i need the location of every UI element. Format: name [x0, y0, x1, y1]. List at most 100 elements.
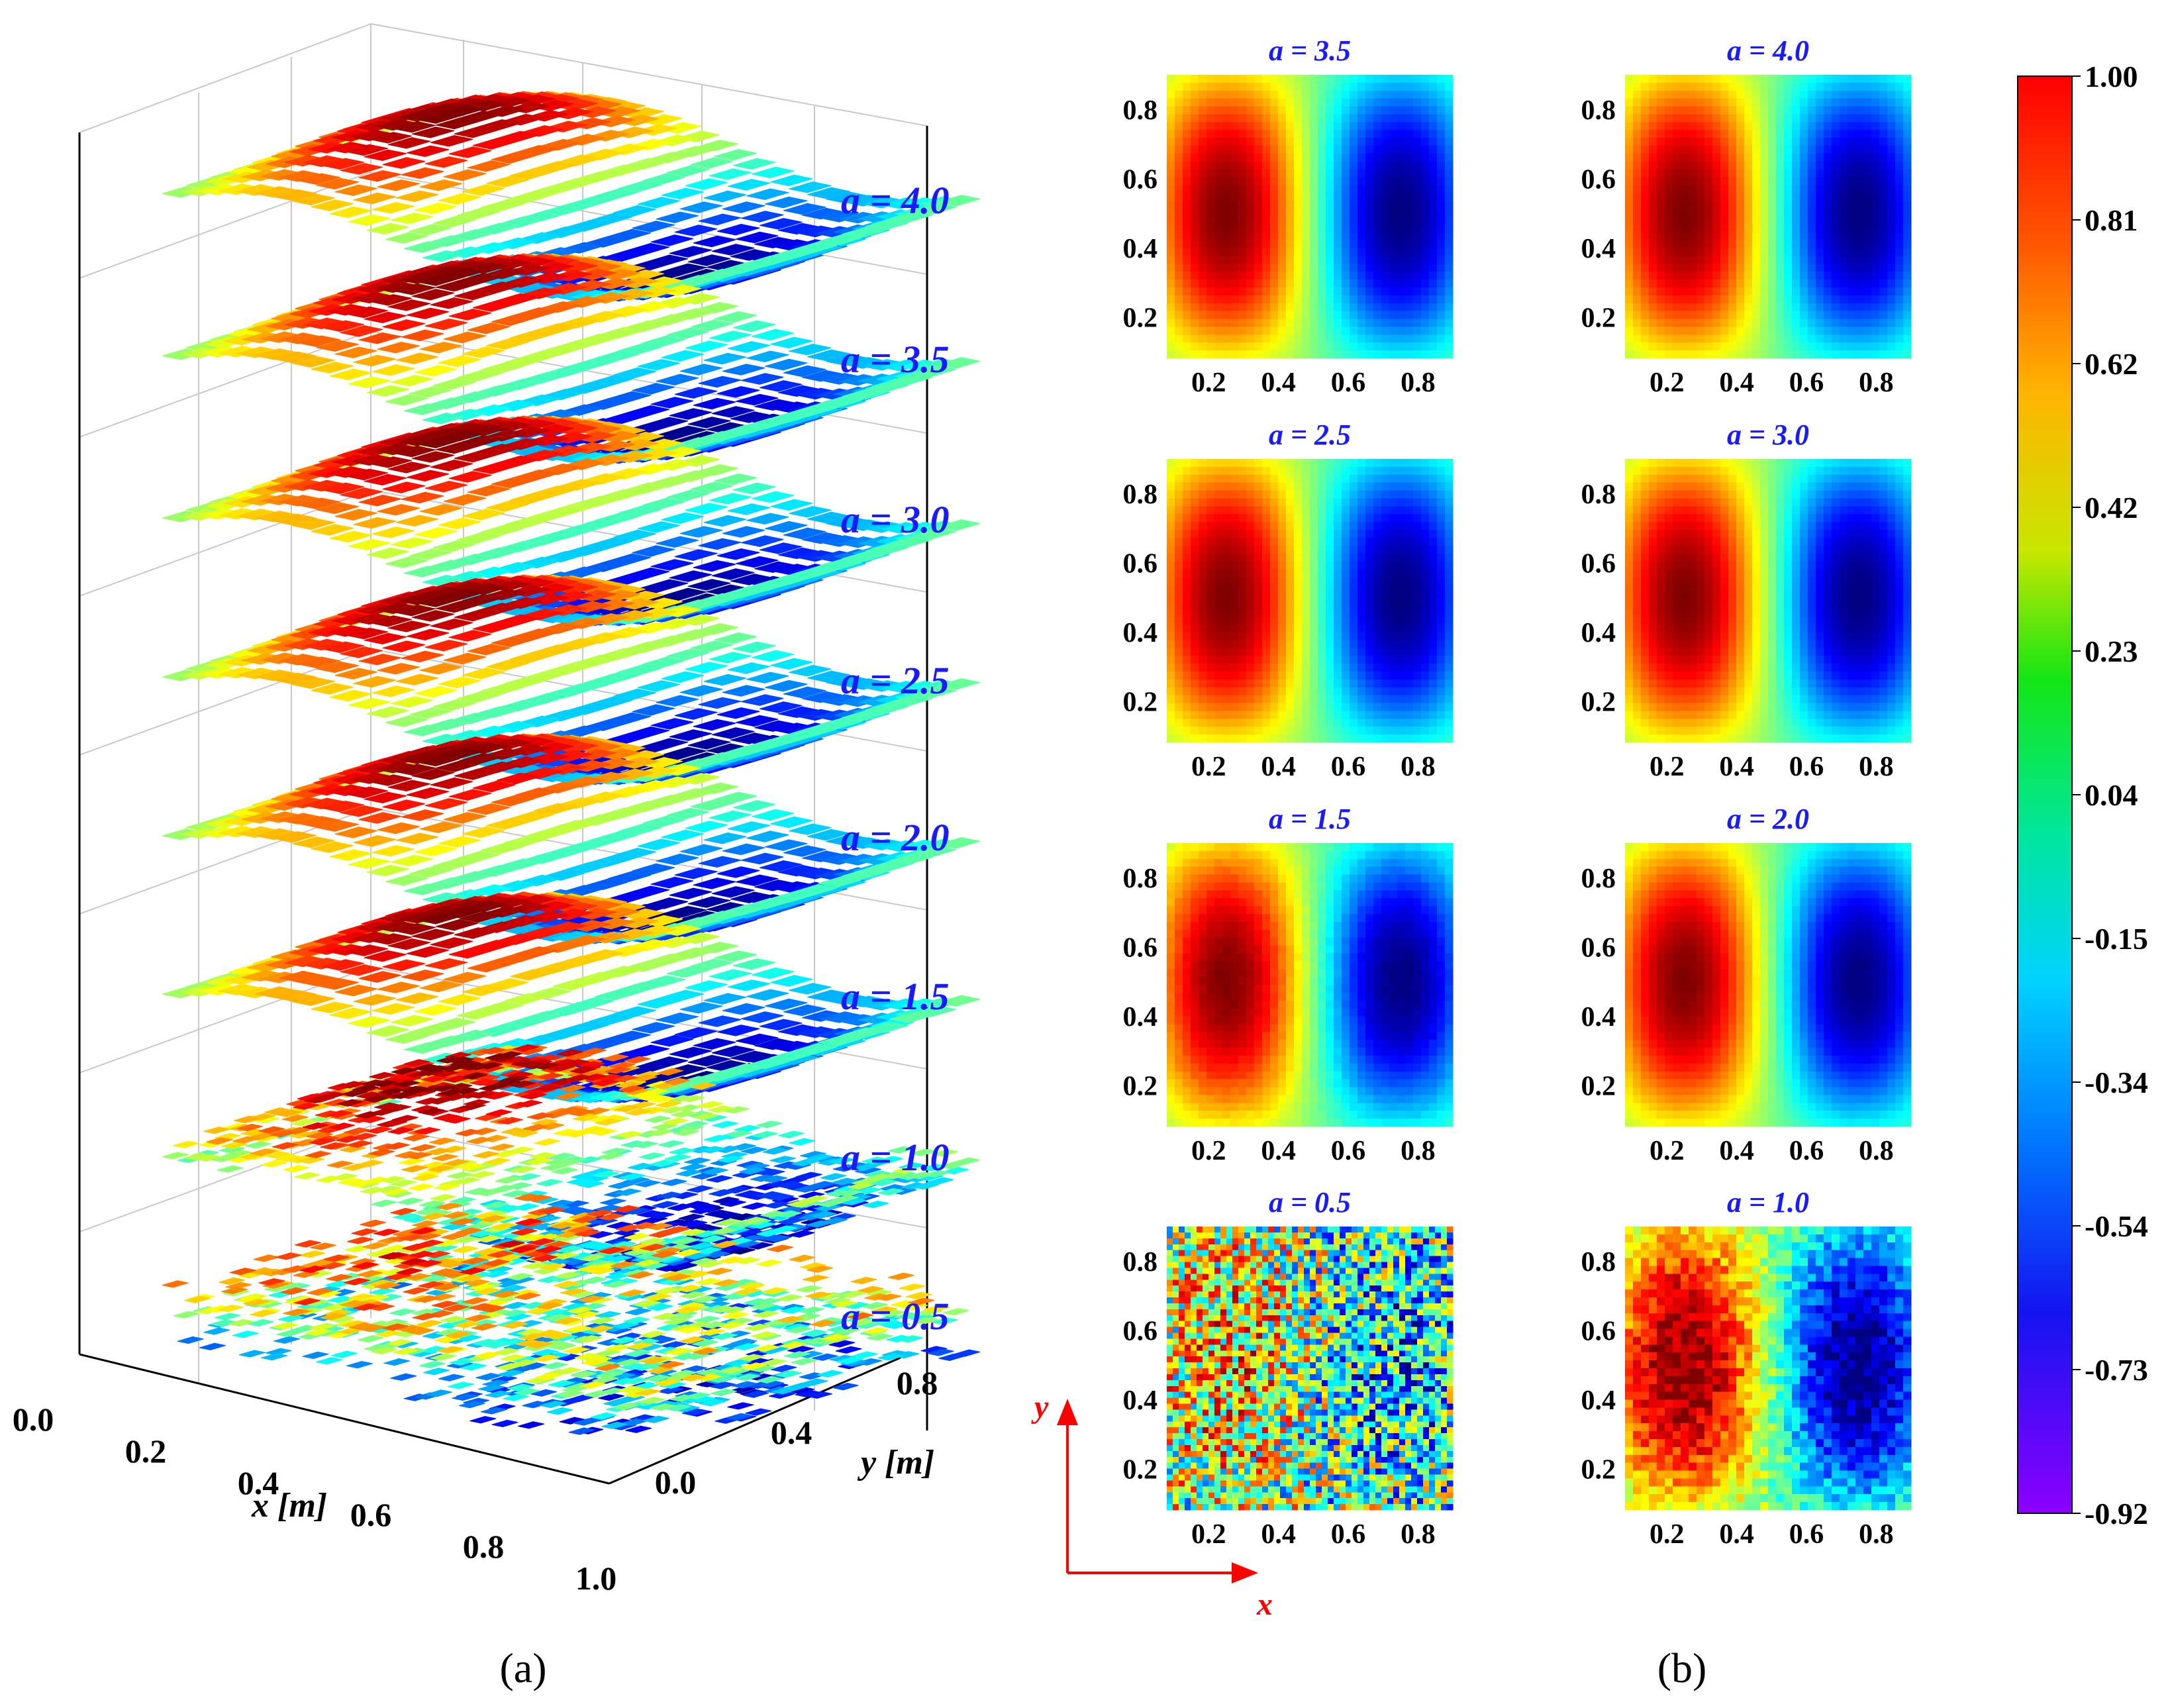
heatmap-cell: [1397, 177, 1406, 186]
heatmap-cell: [1167, 90, 1175, 99]
heatmap-cell: [1310, 161, 1318, 170]
surface-patch: [684, 1157, 711, 1165]
surface-patch: [740, 535, 784, 547]
surface-patch: [366, 1126, 393, 1134]
surface-patch: [371, 527, 415, 538]
heatmap-cell: [1326, 240, 1334, 249]
surface-patch: [377, 662, 420, 675]
heatmap-cell: [1413, 224, 1422, 233]
heatmap-cell: [1342, 106, 1350, 115]
surface-patch: [435, 117, 479, 130]
surface-patch: [383, 1358, 411, 1366]
heatmap-cell: [1365, 248, 1374, 257]
heatmap-cell: [1183, 153, 1191, 162]
heatmap-cell: [1262, 122, 1271, 130]
heatmap-cell: [1294, 224, 1303, 233]
heatmap-cell: [1397, 98, 1406, 107]
heatmap-cell: [1318, 106, 1326, 115]
heatmap-cell: [1214, 82, 1223, 91]
layer-label: a = 0.5: [841, 1295, 950, 1338]
heatmap-cell: [1183, 114, 1191, 123]
heatmap-cell: [1270, 90, 1279, 99]
heatmap-cell: [1238, 256, 1247, 264]
heatmap-cell: [1254, 75, 1263, 83]
heatmap-cell: [1445, 248, 1454, 257]
heatmap-cell: [1183, 217, 1191, 225]
heatmap-cell: [1389, 248, 1398, 257]
heatmap-cell: [1405, 106, 1414, 115]
heatmap-cell: [1167, 114, 1175, 123]
heatmap-cell: [1342, 248, 1350, 257]
surface-patch: [273, 351, 317, 364]
heatmap-cell: [1246, 169, 1255, 178]
panel-a-x-tick: 0.6: [350, 1496, 392, 1533]
surface-patch: [650, 559, 694, 571]
surface-patch: [261, 1352, 288, 1361]
heatmap-cell: [1357, 177, 1366, 186]
heatmap-cell: [1199, 146, 1207, 154]
heatmap-cell: [1191, 248, 1199, 257]
heatmap-cell: [1214, 177, 1223, 186]
surface-patch: [217, 1165, 244, 1173]
surface-patch: [397, 1197, 424, 1205]
heatmap-cell: [1405, 153, 1414, 162]
surface-patch: [746, 672, 789, 684]
surface-patch: [597, 268, 640, 281]
heatmap-cell: [1230, 122, 1239, 130]
surface-patch: [297, 173, 340, 185]
panel-a-y-tick: 0.4: [771, 1414, 813, 1451]
heatmap-cell: [1310, 185, 1318, 193]
heatmap-cell: [1167, 248, 1175, 257]
surface-patch: [334, 184, 377, 197]
heatmap-cell: [1191, 90, 1199, 99]
surface-patch: [716, 866, 760, 878]
heatmap-cell: [1230, 153, 1239, 162]
heatmap-cell: [1183, 161, 1191, 170]
surface-patch: [746, 513, 789, 525]
surface-patch: [448, 309, 492, 321]
surface-patch: [706, 1268, 733, 1276]
heatmap-cell: [1381, 217, 1390, 225]
heatmap-cell: [1342, 153, 1350, 162]
heatmap-cell: [1350, 114, 1358, 123]
surface-patch: [399, 1158, 425, 1166]
heatmap-cell: [1270, 130, 1279, 138]
heatmap-cell: [1413, 98, 1422, 107]
surface-patch: [751, 650, 795, 662]
heatmap-cell: [1350, 201, 1358, 209]
heatmap-cell: [1381, 185, 1390, 193]
surface-patch: [203, 1327, 230, 1335]
heatmap-cell: [1373, 161, 1382, 170]
heatmap-cell: [1278, 75, 1287, 83]
heatmap-cell: [1302, 114, 1310, 123]
surface-patch: [661, 350, 705, 362]
heatmap-cell: [1437, 114, 1446, 123]
heatmap-cell: [1389, 138, 1398, 146]
surface-patch: [366, 385, 410, 397]
surface-patch: [685, 178, 728, 190]
heatmap-cell: [1214, 201, 1223, 209]
surface-patch: [674, 708, 718, 720]
heatmap-cell: [1310, 177, 1318, 186]
heatmap-cell: [1318, 232, 1326, 241]
heatmap-cell: [1405, 224, 1414, 233]
surface-patch: [414, 1004, 458, 1016]
heatmap-cell: [1191, 138, 1199, 146]
surface-patch: [802, 1274, 829, 1283]
heatmap-cell: [1437, 201, 1446, 209]
heatmap-cell: [1214, 90, 1223, 99]
heatmap-cell: [1238, 130, 1247, 138]
heatmap-cell: [1357, 146, 1366, 154]
surface-patch: [727, 179, 771, 191]
surface-patch: [716, 548, 760, 560]
surface-patch: [510, 168, 553, 180]
heatmap-cell: [1413, 161, 1422, 170]
surface-patch: [348, 1016, 391, 1028]
heatmap-cell: [1183, 169, 1191, 178]
surface-patch: [472, 300, 516, 312]
heatmap-cell: [1445, 224, 1454, 233]
heatmap-cell: [1389, 153, 1398, 162]
surface-patch: [467, 160, 511, 172]
heatmap-cell: [1318, 224, 1326, 233]
heatmap-cell: [1413, 146, 1422, 154]
